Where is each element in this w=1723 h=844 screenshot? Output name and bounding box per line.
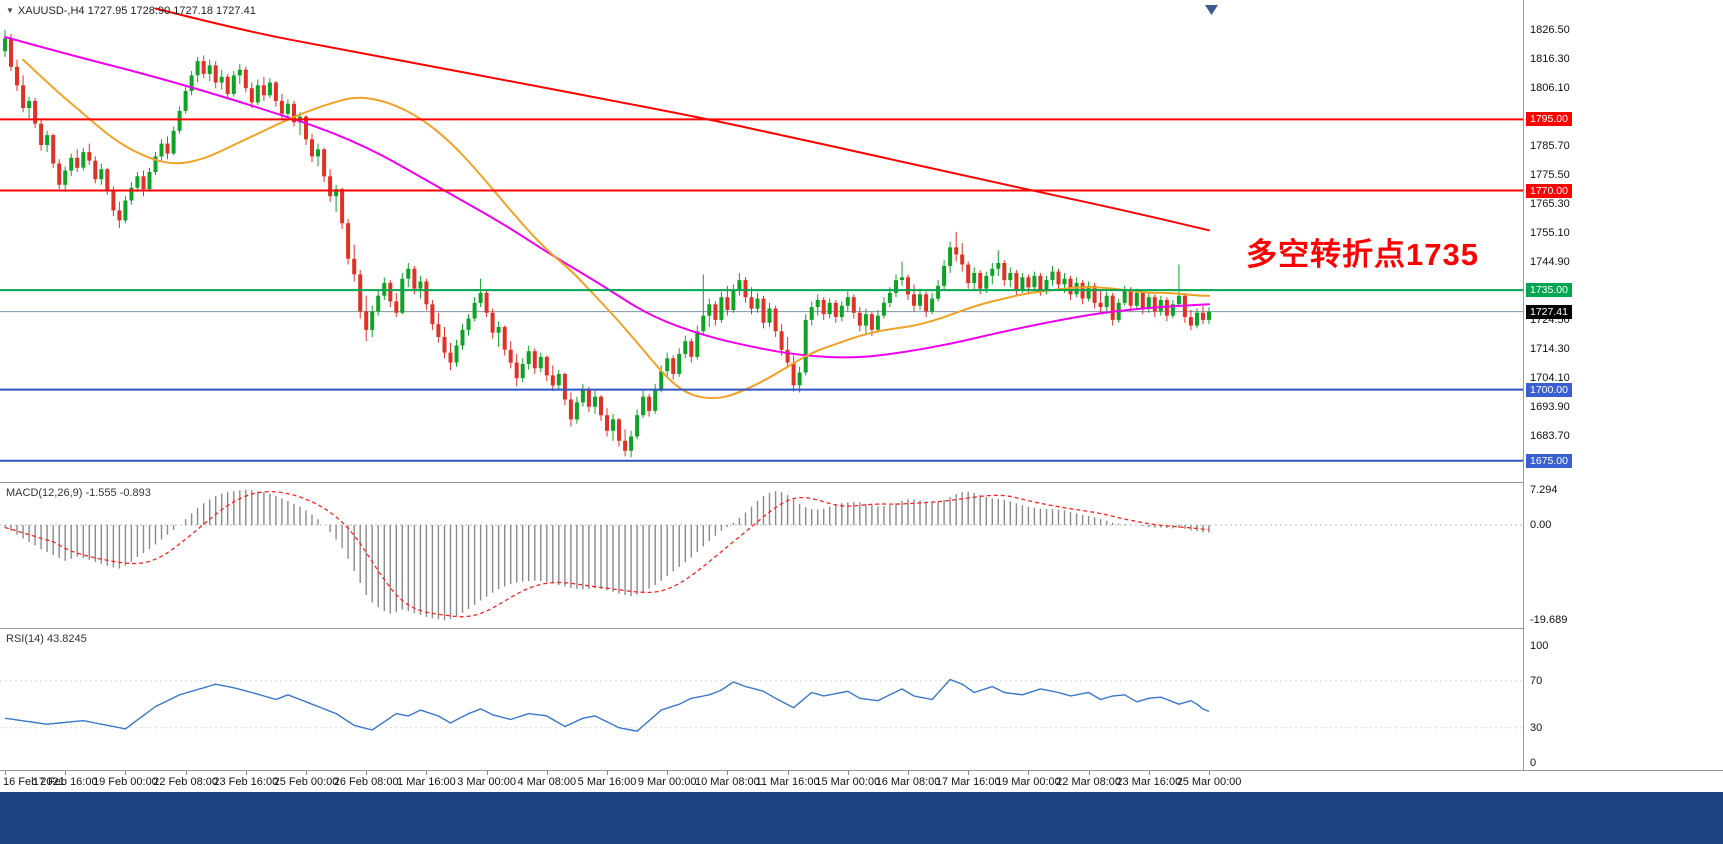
time-axis-tickmark xyxy=(185,771,187,775)
time-axis-tickmark xyxy=(968,771,970,775)
time-axis-label: 22 Feb 08:00 xyxy=(153,776,219,788)
rsi-axis-tick: 0 xyxy=(1530,757,1537,769)
price-axis-tick: 1704.10 xyxy=(1530,371,1570,384)
time-axis-separator xyxy=(0,770,1723,771)
time-axis-label: 23 Mar 16:00 xyxy=(1116,776,1182,788)
price-chart-area[interactable] xyxy=(0,0,1523,482)
rsi-indicator-label: RSI(14) 43.8245 xyxy=(6,633,87,645)
time-axis-label: 17 Mar 16:00 xyxy=(935,776,1001,788)
time-axis-label: 25 Mar 00:00 xyxy=(1176,776,1242,788)
bottom-taskbar xyxy=(0,792,1723,844)
price-axis-tick: 1683.70 xyxy=(1530,429,1570,442)
time-axis-tickmark xyxy=(727,771,729,775)
time-axis-tickmark xyxy=(5,771,6,775)
annotation-text: 多空转折点1735 xyxy=(1246,237,1479,272)
rsi-axis-tick: 30 xyxy=(1530,721,1543,734)
price-level-badge: 1727.41 xyxy=(1526,304,1572,319)
candles xyxy=(3,29,1211,458)
symbol-dropdown-icon: ▼ xyxy=(6,6,14,15)
price-axis-tick: 1693.90 xyxy=(1530,400,1570,413)
time-axis-label: 15 Mar 00:00 xyxy=(815,776,881,788)
price-level-badge: 1770.00 xyxy=(1526,183,1572,198)
macd-signal-line xyxy=(4,490,1210,618)
time-axis-label: 4 Mar 08:00 xyxy=(517,776,577,788)
macd-panel[interactable] xyxy=(0,483,1523,628)
time-axis-label: 1 Mar 16:00 xyxy=(397,776,456,788)
price-axis-tick: 1744.90 xyxy=(1530,255,1570,268)
price-axis-tick: 1755.10 xyxy=(1530,226,1570,239)
price-level-badge: 1700.00 xyxy=(1526,382,1572,397)
price-axis-tick: 1826.50 xyxy=(1530,23,1570,36)
rsi-panel[interactable] xyxy=(0,629,1523,770)
macd-indicator-label: MACD(12,26,9) -1.555 -0.893 xyxy=(6,487,151,499)
time-axis-tickmark xyxy=(1209,771,1210,775)
macd-axis-tick: 0.00 xyxy=(1530,519,1552,531)
time-axis-tickmark xyxy=(486,771,488,775)
chart-shift-marker-icon xyxy=(1205,5,1218,15)
time-axis-label: 16 Mar 08:00 xyxy=(875,776,941,788)
time-axis-label: 11 Mar 16:00 xyxy=(755,776,820,788)
price-axis-tick: 1806.10 xyxy=(1530,81,1570,94)
time-axis-tickmark xyxy=(1028,771,1030,775)
price-level-badge: 1795.00 xyxy=(1526,112,1572,127)
time-axis-label: 10 Mar 08:00 xyxy=(694,776,760,788)
time-axis-label: 19 Mar 00:00 xyxy=(995,776,1061,788)
time-axis-label: 16 Feb 2021 xyxy=(3,776,65,788)
time-axis[interactable]: 16 Feb 2021 17 Feb 16:00 19 Feb 00:00 22 Fe… xyxy=(0,771,1723,792)
panel-separator xyxy=(0,482,1723,483)
time-axis-tickmark xyxy=(908,771,909,775)
time-axis-tickmark xyxy=(1088,771,1090,775)
symbol-ohlc-info: ▼ XAUUSD-,H4 1727.95 1728.90 1727.18 1727… xyxy=(6,5,256,17)
time-axis-label: 17 Feb 16:00 xyxy=(32,776,98,788)
rsi-line xyxy=(4,678,1210,732)
ma-fast-orange xyxy=(22,58,1210,400)
symbol-ohlc-text: XAUUSD-,H4 1727.95 1728.90 1727.18 1727.… xyxy=(17,5,256,17)
time-axis-tickmark xyxy=(306,771,307,775)
price-axis-tick: 1816.30 xyxy=(1530,52,1570,65)
price-axis-tick: 1714.30 xyxy=(1530,342,1570,355)
time-axis-label: 9 Mar 00:00 xyxy=(637,776,697,788)
time-axis-tickmark xyxy=(245,771,247,775)
time-axis-tickmark xyxy=(787,771,789,775)
price-level-badge: 1735.00 xyxy=(1526,283,1572,298)
time-axis-tickmark xyxy=(607,771,608,775)
time-axis-tickmark xyxy=(426,771,428,775)
time-axis-label: 25 Feb 00:00 xyxy=(273,776,339,788)
panel-separator xyxy=(0,628,1723,629)
time-axis-tickmark xyxy=(546,771,548,775)
macd-axis-tick: 7.294 xyxy=(1530,483,1558,496)
time-axis-tickmark xyxy=(366,771,368,775)
time-axis-label: 26 Feb 08:00 xyxy=(333,776,399,788)
macd-axis-tick: -19.689 xyxy=(1530,614,1568,627)
rsi-axis-tick: 70 xyxy=(1530,674,1543,687)
time-axis-label: 23 Feb 16:00 xyxy=(213,776,279,788)
price-axis-separator xyxy=(1523,0,1524,770)
ma-mid-magenta xyxy=(4,36,1210,359)
ma-slow-red xyxy=(154,7,1210,232)
macd-histogram xyxy=(4,489,1210,621)
time-axis-label: 22 Mar 08:00 xyxy=(1056,776,1122,788)
time-axis-label: 3 Mar 00:00 xyxy=(457,776,516,788)
time-axis-label: 5 Mar 16:00 xyxy=(577,776,637,788)
time-axis-tickmark xyxy=(667,771,669,775)
time-axis-label: 19 Feb 00:00 xyxy=(92,776,158,788)
time-axis-tickmark xyxy=(1148,771,1150,775)
price-level-badge: 1675.00 xyxy=(1526,453,1572,468)
price-axis[interactable]: 1826.50 1816.30 1806.10 1785.70 1775.50 1765.… xyxy=(1524,0,1723,770)
time-axis-tickmark xyxy=(65,771,67,775)
time-axis-tickmark xyxy=(847,771,849,775)
rsi-axis-tick: 100 xyxy=(1530,639,1549,652)
price-axis-tick: 1775.50 xyxy=(1530,168,1570,181)
price-axis-tick: 1765.30 xyxy=(1530,197,1570,210)
price-axis-tick: 1785.70 xyxy=(1530,139,1570,152)
time-axis-tickmark xyxy=(125,771,127,775)
